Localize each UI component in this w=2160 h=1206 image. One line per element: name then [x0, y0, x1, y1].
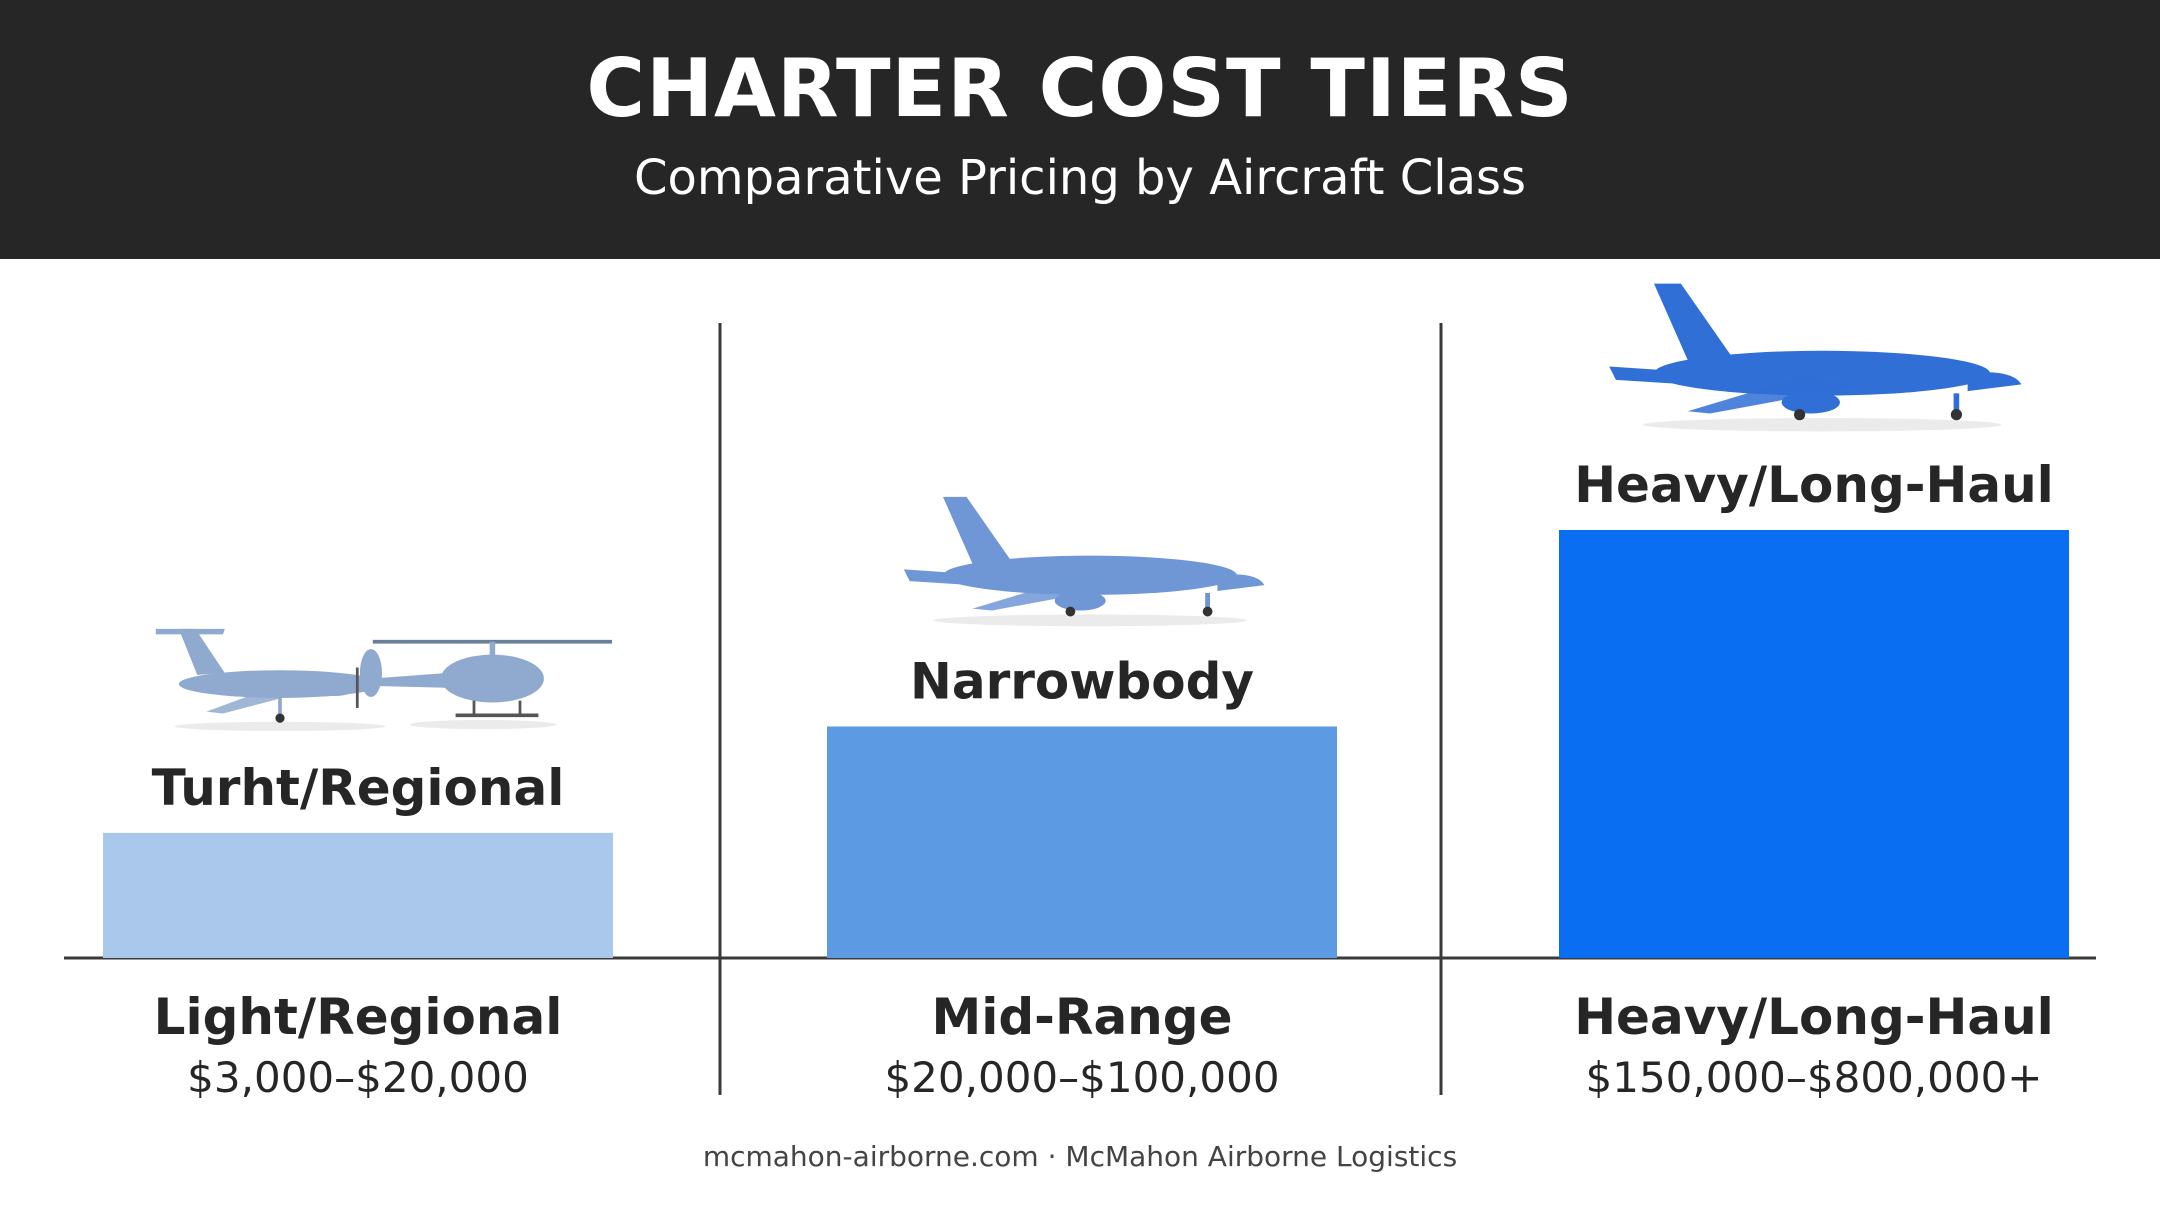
turboprop-and-helicopter-icon: [155, 628, 613, 731]
bar-1: [103, 832, 613, 958]
category-label-2: Mid-Range: [932, 988, 1233, 1046]
bar-3: [1559, 530, 2069, 958]
bar-label-2: Narrowbody: [910, 652, 1254, 710]
narrowbody-jet-icon: [903, 496, 1265, 627]
header-banner: CHARTER COST TIERS Comparative Pricing b…: [0, 0, 2160, 259]
chart-title: CHARTER COST TIERS: [586, 42, 1574, 135]
price-label-3: $150,000–$800,000+: [1586, 1053, 2043, 1102]
bar-label-1: Turht/Regional: [152, 759, 565, 817]
bar-2: [827, 726, 1337, 958]
chart-subtitle: Comparative Pricing by Aircraft Class: [633, 150, 1526, 206]
price-label-2: $20,000–$100,000: [884, 1053, 1279, 1102]
price-label-1: $3,000–$20,000: [187, 1053, 529, 1102]
bar-label-3: Heavy/Long-Haul: [1574, 456, 2054, 514]
category-label-3: Heavy/Long-Haul: [1574, 988, 2054, 1046]
footer-credit: mcmahon-airborne.com · McMahon Airborne …: [702, 1140, 1458, 1173]
jumbo-jet-icon: [1609, 283, 2022, 432]
category-label-1: Light/Regional: [154, 988, 563, 1046]
